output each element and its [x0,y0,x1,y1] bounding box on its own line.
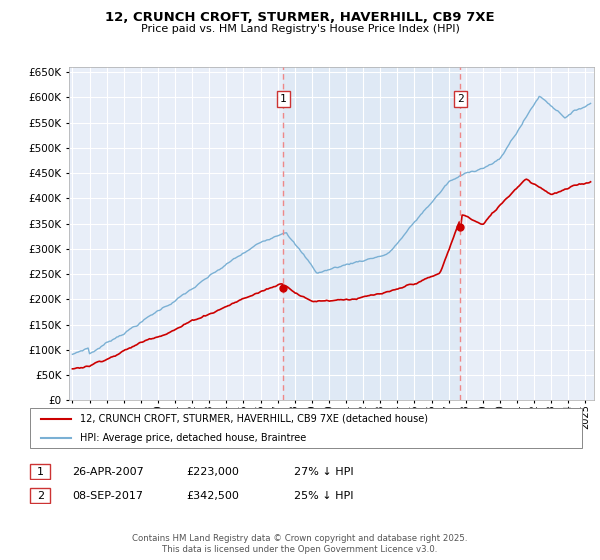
Text: 08-SEP-2017: 08-SEP-2017 [72,491,143,501]
Text: Price paid vs. HM Land Registry's House Price Index (HPI): Price paid vs. HM Land Registry's House … [140,24,460,34]
Text: 12, CRUNCH CROFT, STURMER, HAVERHILL, CB9 7XE: 12, CRUNCH CROFT, STURMER, HAVERHILL, CB… [105,11,495,24]
Text: 1: 1 [37,466,44,477]
Text: 2: 2 [457,94,464,104]
Bar [283,67,460,400]
Text: HPI: Average price, detached house, Braintree: HPI: Average price, detached house, Brai… [80,433,306,443]
Text: 25% ↓ HPI: 25% ↓ HPI [294,491,353,501]
Text: £342,500: £342,500 [186,491,239,501]
Text: £223,000: £223,000 [186,466,239,477]
Text: 27% ↓ HPI: 27% ↓ HPI [294,466,353,477]
Text: Contains HM Land Registry data © Crown copyright and database right 2025.
This d: Contains HM Land Registry data © Crown c… [132,534,468,554]
Text: 12, CRUNCH CROFT, STURMER, HAVERHILL, CB9 7XE (detached house): 12, CRUNCH CROFT, STURMER, HAVERHILL, CB… [80,414,428,423]
Text: 2: 2 [37,491,44,501]
Text: 1: 1 [280,94,286,104]
Text: 26-APR-2007: 26-APR-2007 [72,466,144,477]
